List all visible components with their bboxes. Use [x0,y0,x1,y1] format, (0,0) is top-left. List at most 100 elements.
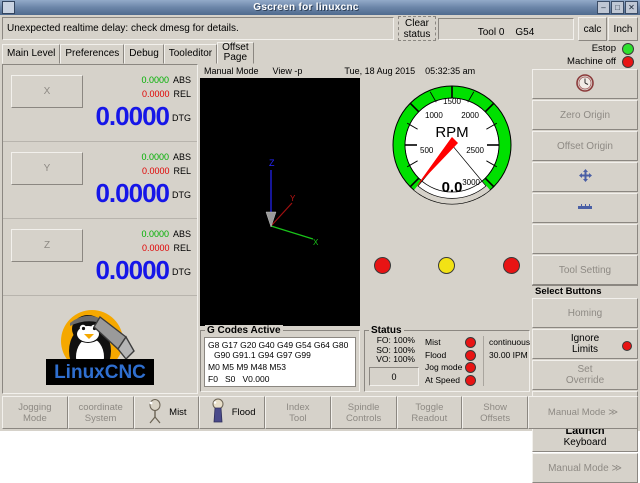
status-label-mist: Mist [425,337,441,347]
zero-origin-button[interactable]: Zero Origin [532,100,638,130]
move-origin-button[interactable] [532,162,638,192]
homing-button[interactable]: Homing [532,298,638,328]
show-offsets-button[interactable]: Show Offsets [462,396,528,429]
dro-row-x: X 0.0000 ABS 0.0000 REL 0.0000 DTG [3,65,197,142]
mist-button[interactable]: Mist [133,396,200,429]
axis-select-z[interactable]: Z [11,229,83,262]
gcodes-active-frame: G Codes Active G8 G17 G20 G40 G49 G54 G6… [200,325,360,392]
gauge-tick-2500: 2500 [466,146,484,155]
tab-label: Preferences [65,48,120,59]
tab-debug[interactable]: Debug [124,44,164,64]
toggle-readout-button[interactable]: Toggle Readout [396,396,463,429]
status-label-flood: Flood [425,349,447,360]
coordinate-system-button[interactable]: coordinate System [67,396,134,429]
flood-button[interactable]: Flood [199,396,265,429]
view-label: View -p [272,66,303,76]
gauge-tick-1500: 1500 [443,97,461,106]
dro-dtg-z: 0.0000 DTG [95,257,191,285]
dro-rel-label: REL [173,166,191,176]
dro-rel-z: 0.0000 REL [142,243,191,253]
tool-number: Tool 0 [477,27,505,38]
spindle-rpm-gauge: 500 1000 1500 2000 2500 3000 RPM 0.0 [382,82,522,212]
ignore-limits-button[interactable]: Ignore Limits [532,329,638,359]
offset-origin-label: Offset Origin [557,140,613,152]
gauge-tick-2000: 2000 [461,111,479,120]
dro-abs-x: 0.0000 ABS [141,75,191,85]
machine-label: Machine off [567,56,616,67]
gauge-tick-1000: 1000 [425,111,443,120]
maximize-icon[interactable]: □ [611,1,624,14]
dro-abs-label: ABS [172,75,191,85]
dro-rel-value: 0.0000 [141,166,170,176]
dro-abs-z: 0.0000 ABS [141,229,191,239]
bottom-toolbar: Jogging Mode coordinate System Mist [2,396,638,429]
gcodes-text: G8 G17 G20 G40 G49 G54 G64 G80 G90 G91.1… [204,337,356,387]
coordinate-system-line1: coordinate [78,401,123,413]
gcodes-title: G Codes Active [205,325,283,336]
mode-status-bar: Manual Mode View -p Tue, 18 Aug 2015 05:… [200,64,530,78]
jogging-mode-button[interactable]: Jogging Mode [2,396,68,429]
jogging-mode-line2: Mode [22,412,47,424]
work-offset: G54 [515,27,535,38]
dro-dtg-y: 0.0000 DTG [95,180,191,208]
estop-status-row: Estop [532,42,638,55]
close-icon[interactable]: ✕ [625,1,638,14]
tab-main-level[interactable]: Main Level [2,44,61,64]
clear-status-button[interactable]: Clear status [398,16,436,41]
minimize-icon[interactable]: – [597,1,610,14]
offset-origin-button[interactable]: Offset Origin [532,131,638,161]
tab-offset-page[interactable]: Offset Page [217,42,254,64]
tab-tooleditor[interactable]: Tooleditor [163,44,218,64]
tab-label: Main Level [7,48,56,59]
axis-select-x[interactable]: X [11,75,83,108]
blank-button[interactable] [532,224,638,254]
toggle-readout-line1: Toggle [415,401,444,413]
spindle-controls-line2: Controls [345,412,382,424]
graphics-view[interactable]: Z Y X [200,78,360,326]
gauge-value: 0.0 [442,179,463,196]
dro-rel-value: 0.0000 [141,89,170,99]
gcodes-line3: M0 M5 M9 M48 M53 [208,362,286,372]
tab-label-line1: Offset [222,41,249,53]
manual-mode-sidebar-button[interactable]: Manual Mode ≫ [532,453,638,483]
spindle-controls-button[interactable]: Spindle Controls [330,396,397,429]
axis-select-y[interactable]: Y [11,152,83,185]
clock-button[interactable] [532,69,638,99]
tool-touchoff-button[interactable] [532,193,638,223]
flood-icon [209,398,229,427]
index-tool-button[interactable]: Index Tool [265,396,331,429]
clear-status-line1: Clear [405,17,429,29]
led-indicator-1 [374,257,391,274]
dro-rel-label: REL [173,89,191,99]
tab-label: Tooleditor [168,48,213,59]
jogging-mode-line1: Jogging [18,401,52,413]
override-counter: 0 [369,367,419,386]
dro-dtg-x: 0.0000 DTG [95,103,191,131]
set-override-button[interactable]: Set Override [532,360,638,390]
tab-preferences[interactable]: Preferences [60,44,125,64]
feed-override: FO: 100% [376,335,415,345]
dro-dtg-value: 0.0000 [95,101,170,131]
flood-label: Flood [231,407,256,418]
dro-panel: X 0.0000 ABS 0.0000 REL 0.0000 DTG Y 0.0000… [2,64,198,394]
units-button[interactable]: Inch [608,17,638,41]
status-label-jog-mode: Jog mode [425,362,463,372]
tool-setting-button[interactable]: Tool Setting [532,255,638,285]
dro-rel-label: REL [173,243,191,253]
dro-abs-label: ABS [172,229,191,239]
dro-row-z: Z 0.0000 ABS 0.0000 REL 0.0000 DTG [3,219,197,296]
tab-bar: Main Level Preferences Debug Tooleditor … [2,42,254,64]
led-at-speed [465,374,476,386]
set-override-line2: Override [565,375,605,386]
move-icon [578,169,592,185]
led-mist [465,337,476,348]
mist-icon [146,398,166,427]
calc-button[interactable]: calc [578,17,607,41]
machine-led [622,55,634,68]
manual-mode-bottom-button[interactable]: Manual Mode ≫ [528,396,638,429]
gcodes-line4: F0 S0 V0.000 [208,374,270,384]
dro-abs-label: ABS [172,152,191,162]
status-led-column [465,337,476,387]
axis-label-z: Z [269,158,275,168]
